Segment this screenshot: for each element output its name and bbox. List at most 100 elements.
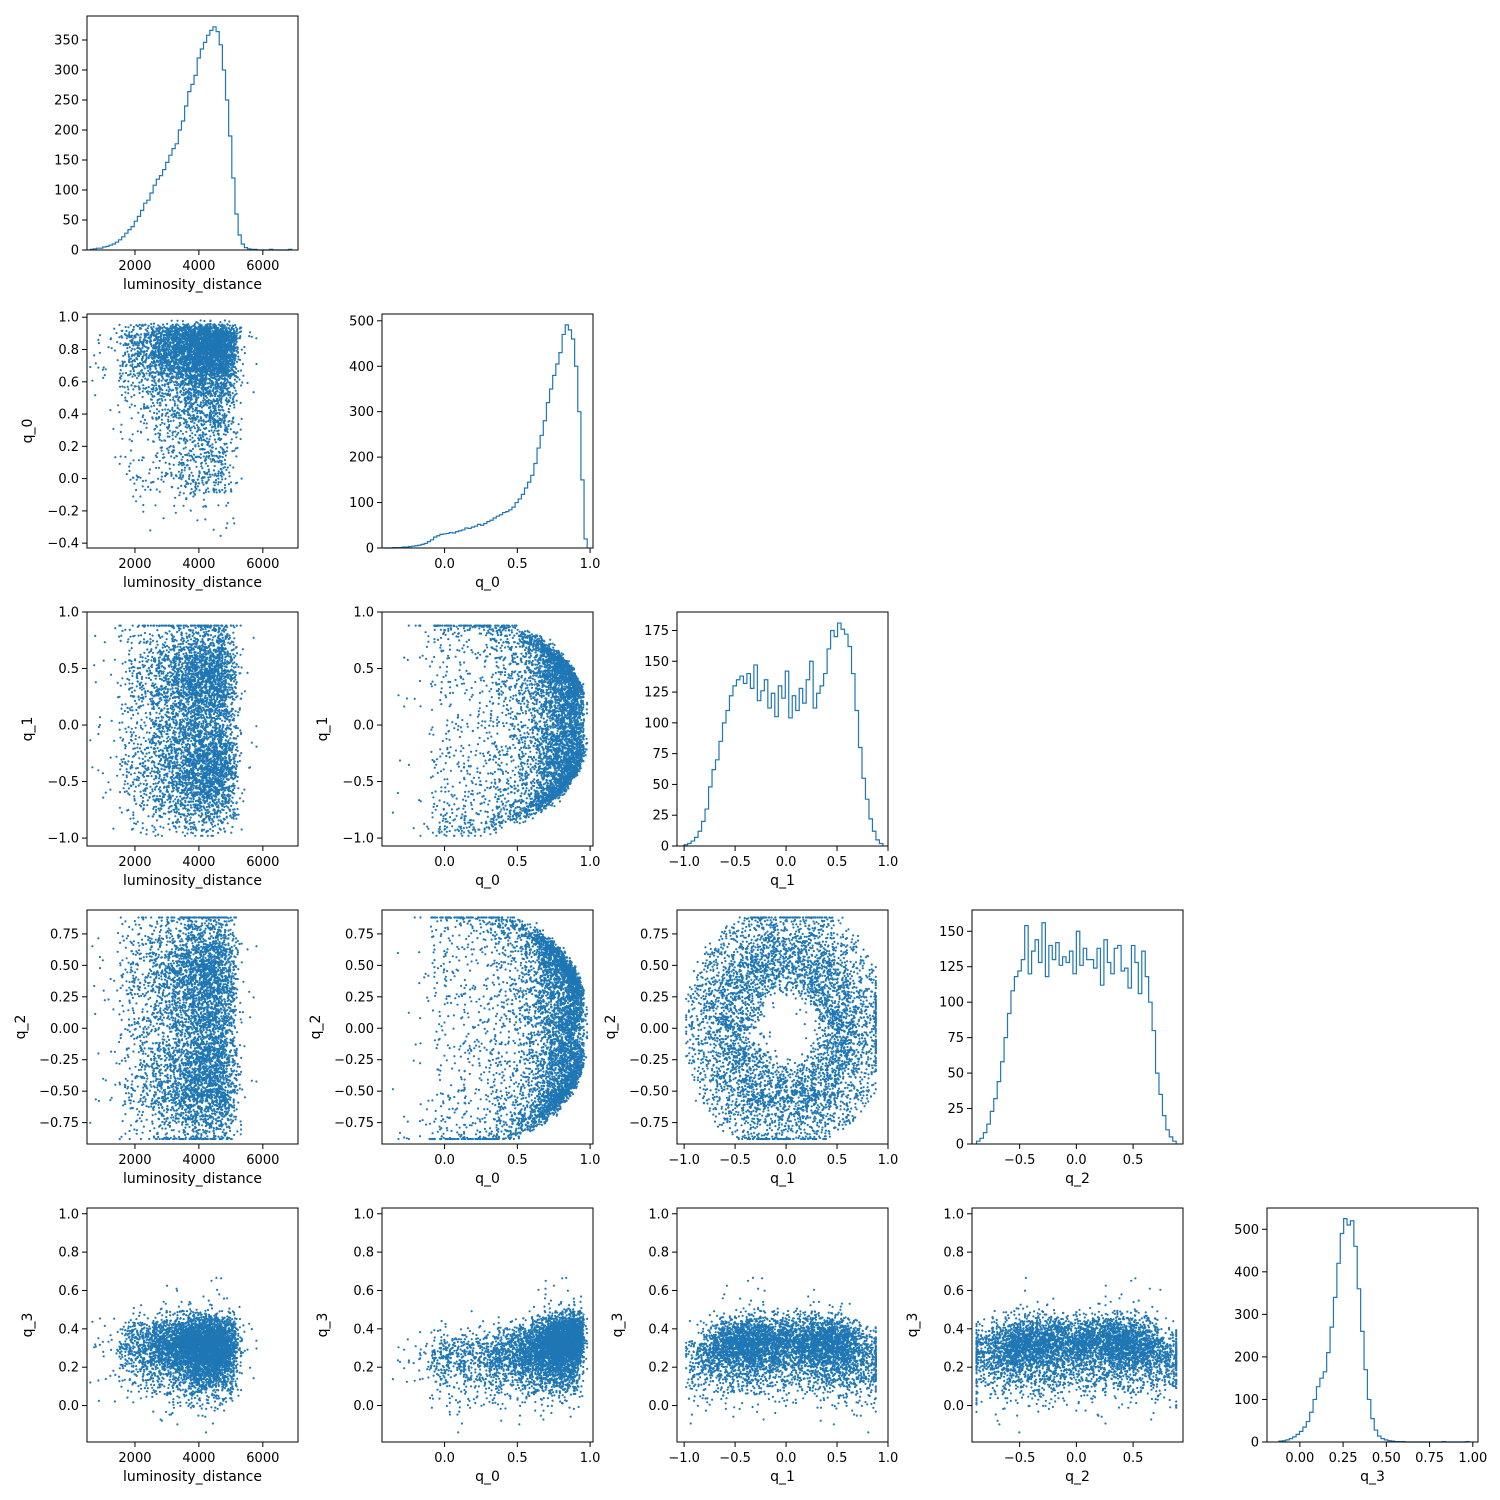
scatter-point	[117, 404, 119, 406]
scatter-point	[217, 337, 219, 339]
scatter-point	[148, 355, 150, 357]
scatter-point	[212, 432, 214, 434]
scatter-point	[153, 333, 155, 335]
scatter-point	[186, 357, 188, 359]
scatter-point	[188, 384, 190, 386]
scatter-point	[154, 350, 156, 352]
scatter-point	[214, 378, 216, 380]
scatter-point	[197, 404, 199, 406]
scatter-point	[239, 326, 241, 328]
scatter-point	[125, 326, 127, 328]
scatter-point	[241, 418, 243, 420]
scatter-point	[207, 387, 209, 389]
scatter-point	[156, 402, 158, 404]
scatter-point	[134, 336, 136, 338]
scatter-point	[95, 362, 97, 364]
scatter-point	[167, 416, 169, 418]
scatter-point	[169, 430, 171, 432]
scatter-point	[227, 431, 229, 433]
scatter-point	[177, 350, 179, 352]
scatter-point	[137, 430, 139, 432]
scatter-point	[202, 400, 204, 402]
scatter-point	[219, 321, 221, 323]
scatter-point	[178, 471, 180, 473]
scatter-point	[213, 410, 215, 412]
scatter-point	[174, 326, 176, 328]
scatter-point	[184, 454, 186, 456]
scatter-point	[230, 385, 232, 387]
scatter-point	[128, 331, 130, 333]
scatter-point	[199, 325, 201, 327]
scatter-point	[240, 429, 242, 431]
scatter-point	[121, 385, 123, 387]
scatter-point	[215, 325, 217, 327]
scatter-point	[226, 450, 228, 452]
scatter-point	[201, 366, 203, 368]
scatter-point	[152, 481, 154, 483]
scatter-point	[172, 340, 174, 342]
scatter-point	[187, 348, 189, 350]
scatter-point	[182, 433, 184, 435]
scatter-point	[161, 422, 163, 424]
scatter-point	[127, 392, 129, 394]
scatter-point	[145, 387, 147, 389]
scatter-point	[200, 448, 202, 450]
scatter-point	[218, 409, 220, 411]
scatter-point	[97, 367, 99, 369]
histogram-step-line	[90, 27, 291, 250]
scatter-point	[138, 388, 140, 390]
scatter-point	[129, 406, 131, 408]
scatter-point	[161, 384, 163, 386]
scatter-point	[208, 370, 210, 372]
scatter-point	[218, 481, 220, 483]
scatter-point	[119, 343, 121, 345]
scatter-point	[224, 319, 226, 321]
scatter-point	[242, 363, 244, 365]
scatter-point	[155, 467, 157, 469]
scatter-point	[149, 353, 151, 355]
scatter-point	[216, 400, 218, 402]
scatter-point	[218, 351, 220, 353]
scatter-point	[131, 417, 133, 419]
scatter-point	[237, 351, 239, 353]
scatter-point	[190, 406, 192, 408]
scatter-point	[220, 330, 222, 332]
scatter-point	[207, 476, 209, 478]
scatter-point	[135, 357, 137, 359]
scatter-point	[182, 462, 184, 464]
scatter-point	[200, 439, 202, 441]
scatter-point	[210, 411, 212, 413]
scatter-point	[222, 356, 224, 358]
scatter-point	[231, 420, 233, 422]
scatter-point	[232, 335, 234, 337]
scatter-point	[178, 344, 180, 346]
scatter-point	[151, 376, 153, 378]
scatter-point	[188, 424, 190, 426]
scatter-point	[177, 324, 179, 326]
scatter-point	[235, 326, 237, 328]
scatter-point	[155, 390, 157, 392]
scatter-point	[172, 370, 174, 372]
scatter-point	[229, 325, 231, 327]
scatter-point	[138, 344, 140, 346]
scatter-point	[163, 340, 165, 342]
scatter-point	[197, 426, 199, 428]
scatter-point	[214, 439, 216, 441]
scatter-point	[154, 361, 156, 363]
scatter-point	[175, 512, 177, 514]
scatter-point	[208, 469, 210, 471]
scatter-point	[169, 373, 171, 375]
scatter-point	[217, 478, 219, 480]
scatter-point	[194, 419, 196, 421]
scatter-point	[105, 368, 107, 370]
scatter-point	[224, 487, 226, 489]
scatter-point	[206, 362, 208, 364]
scatter-point	[189, 341, 191, 343]
scatter-point	[127, 386, 129, 388]
scatter-point	[133, 483, 135, 485]
scatter-point	[203, 477, 205, 479]
scatter-point	[159, 387, 161, 389]
scatter-point	[181, 459, 183, 461]
scatter-point	[134, 366, 136, 368]
scatter-point	[152, 402, 154, 404]
